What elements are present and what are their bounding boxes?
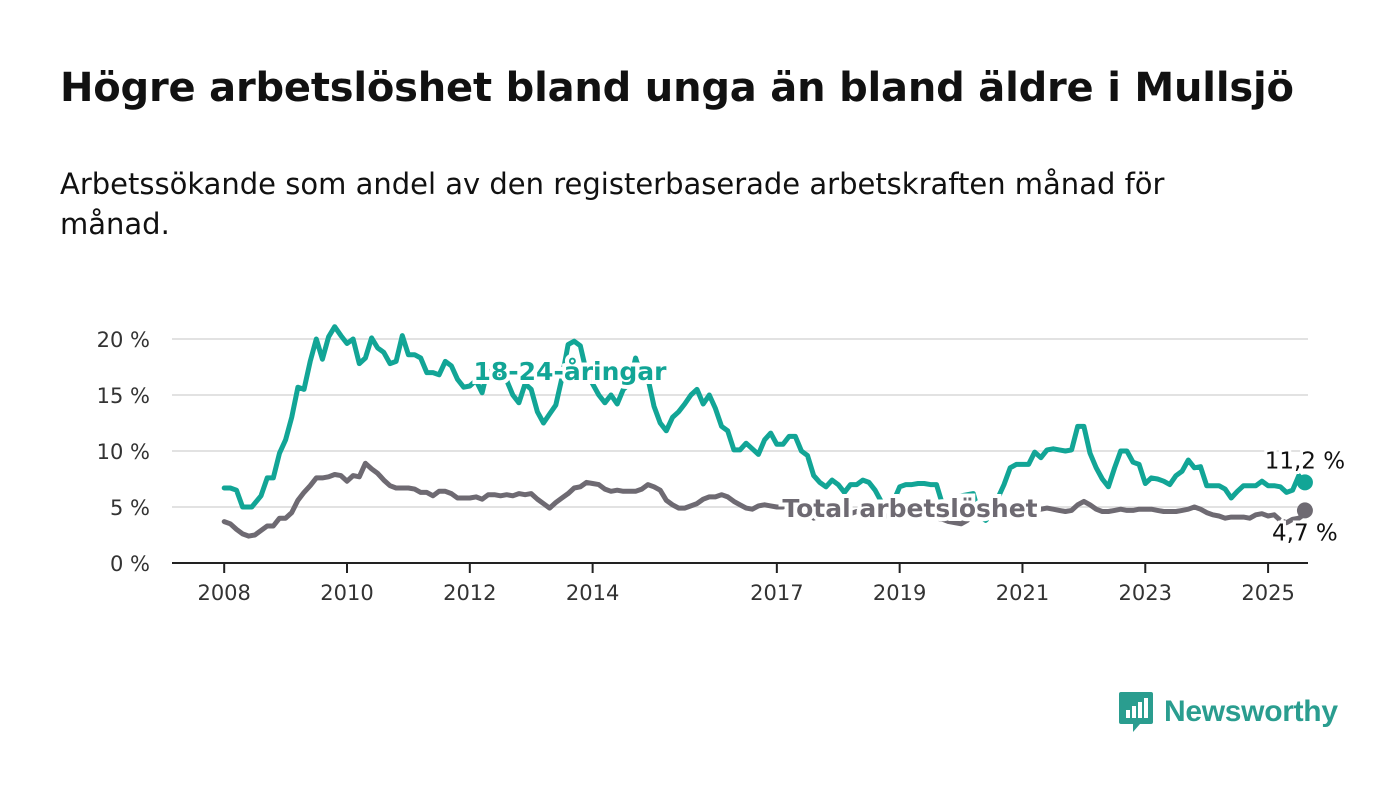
total-end-value-label: 4,7 % xyxy=(1272,520,1338,546)
y-tick-label: 0 % xyxy=(110,552,150,576)
youth-end-marker xyxy=(1296,474,1313,491)
chart-subtitle: Arbetssökande som andel av den registerb… xyxy=(60,167,1165,241)
x-tick-label: 2012 xyxy=(443,581,496,605)
x-tick-label: 2021 xyxy=(996,581,1049,605)
total-end-marker xyxy=(1296,502,1313,519)
youth-series-line xyxy=(221,324,1308,523)
y-tick-label: 15 % xyxy=(97,384,150,408)
x-tick-label: 2010 xyxy=(320,581,373,605)
newsworthy-logo: Newsworthy xyxy=(1118,690,1338,734)
chart-title: Högre arbetslöshet bland unga än bland ä… xyxy=(60,65,1294,111)
total-series-label: Total arbetslöshet xyxy=(782,494,1037,523)
x-tick-label: 2008 xyxy=(197,581,250,605)
youth-end-value-label: 11,2 % xyxy=(1265,448,1345,474)
y-tick-label: 20 % xyxy=(97,328,150,352)
x-tick-label: 2023 xyxy=(1119,581,1172,605)
x-tick-label: 2019 xyxy=(873,581,926,605)
y-tick-label: 10 % xyxy=(97,440,150,464)
x-tick-label: 2025 xyxy=(1241,581,1294,605)
x-tick-label: 2014 xyxy=(566,581,619,605)
total-series-line xyxy=(221,460,1308,539)
newsworthy-logo-text: Newsworthy xyxy=(1164,695,1338,728)
y-tick-label: 5 % xyxy=(110,496,150,520)
x-tick-label: 2017 xyxy=(750,581,803,605)
youth-series-label: 18-24-åringar xyxy=(474,357,668,386)
newsworthy-logo-icon xyxy=(1119,692,1153,732)
